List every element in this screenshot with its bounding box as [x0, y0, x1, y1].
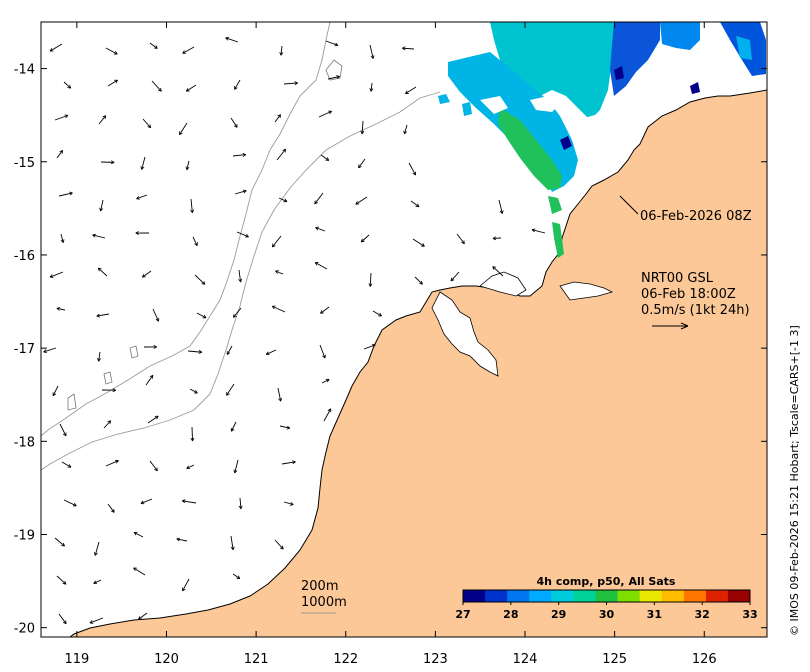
lon-tick-label: 125: [602, 652, 627, 667]
lat-tick-label: -16: [14, 249, 35, 264]
colorbar-ticks: 27 28 29 30 31 32 33: [455, 602, 758, 621]
lon-tick-label: 123: [423, 652, 448, 667]
scale-arrow: [652, 322, 689, 330]
colorbar-tick-label: 33: [742, 608, 757, 621]
contour-legend-200m: 200m: [301, 579, 338, 594]
colorbar-title: 4h comp, p50, All Sats: [537, 575, 676, 588]
product-line-2: 06-Feb 18:00Z: [641, 287, 736, 302]
colorbar-tick-label: 32: [695, 608, 710, 621]
lon-tick-label: 122: [333, 652, 358, 667]
credit-text: © IMOS 09-Feb-2026 15:21 Hobart; Tscale=…: [788, 325, 801, 636]
colorbar: 4h comp, p50, All Sats 27 28 29 30 31 32 33: [455, 575, 757, 621]
colorbar-tick-label: 27: [455, 608, 470, 621]
lat-tick-label: -17: [14, 342, 35, 357]
island-reef-4: [129, 345, 139, 359]
product-line-3: 0.5m/s (1kt 24h): [641, 303, 750, 318]
lat-tick-label: -15: [14, 156, 35, 171]
pass-pointer-line: [619, 195, 639, 215]
inlet-collier-bay: [479, 271, 527, 297]
land-mass: [69, 89, 767, 637]
island-reef-3: [67, 393, 77, 411]
lon-tick-label: 121: [244, 652, 269, 667]
colorbar-tick-label: 31: [647, 608, 662, 621]
island-reef-2: [103, 371, 113, 385]
colorbar-gradient: [463, 590, 751, 602]
pass-label: 06-Feb-2026 08Z: [640, 209, 752, 224]
lat-tick-label: -14: [14, 63, 35, 78]
sst-swath: [438, 22, 766, 258]
lat-tick-label: -18: [14, 435, 35, 450]
lon-tick-label: 119: [64, 652, 89, 667]
inlet-cambridge: [559, 281, 614, 301]
lon-tick-label: 120: [154, 652, 179, 667]
lat-tick-label: -19: [14, 529, 35, 544]
colorbar-tick-label: 30: [599, 608, 615, 621]
colorbar-tick-label: 29: [551, 608, 566, 621]
lat-tick-label: -20: [14, 622, 35, 637]
product-line-1: NRT00 GSL: [641, 271, 714, 286]
current-vectors: [43, 36, 546, 625]
lon-tick-label: 126: [692, 652, 717, 667]
axis-ticks: 119 120 121 122 123 124 125 126 -14 -15 -16 -17 -18 -…: [14, 22, 767, 667]
inlet-king-sound: [431, 291, 499, 377]
contour-legend-1000m: 1000m: [301, 595, 347, 610]
contour-1000m-line: [41, 91, 441, 471]
plot-frame: [40, 21, 768, 638]
lon-tick-label: 124: [513, 652, 538, 667]
colorbar-tick-label: 28: [503, 608, 518, 621]
